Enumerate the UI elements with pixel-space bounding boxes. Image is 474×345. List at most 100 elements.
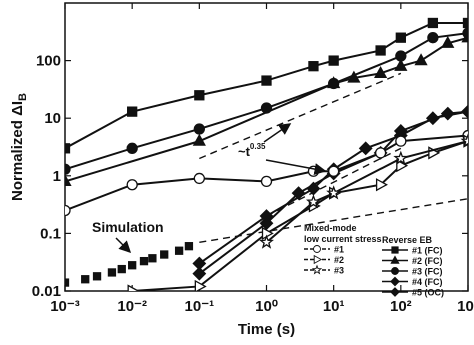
y-tick-label: 1 (53, 168, 61, 185)
marker (65, 278, 70, 287)
annotation: Simulation (92, 219, 164, 235)
marker (394, 58, 408, 71)
marker (148, 254, 157, 263)
marker (427, 32, 439, 44)
legend-title: Mixed-mode (304, 223, 357, 233)
legend-label: #1 (FC) (412, 246, 443, 256)
marker (126, 142, 138, 154)
x-axis-label: Time (s) (238, 321, 295, 338)
marker (107, 268, 117, 277)
legend-label: #2 (334, 255, 344, 265)
series-line (65, 134, 468, 212)
guide-line (266, 147, 402, 217)
marker (193, 172, 205, 185)
marker (328, 77, 340, 90)
marker (391, 246, 399, 254)
x-tick-label: 10⁻² (117, 298, 147, 315)
marker (260, 175, 273, 188)
legend-label: #1 (334, 245, 344, 255)
marker (326, 185, 342, 200)
marker (261, 75, 272, 86)
series-line (65, 21, 468, 150)
marker (261, 226, 274, 240)
marker (127, 106, 138, 117)
y-tick-label: 10 (44, 110, 61, 127)
marker (395, 32, 406, 43)
marker (65, 163, 71, 175)
marker (441, 35, 455, 48)
marker (461, 104, 468, 119)
marker (117, 264, 126, 274)
marker (375, 45, 386, 56)
marker (390, 276, 400, 287)
marker (328, 165, 340, 177)
marker (414, 53, 428, 66)
marker (128, 261, 137, 270)
y-axis-label: Normalized ΔIB (9, 93, 29, 201)
marker (374, 147, 387, 159)
guide-line (199, 198, 468, 244)
x-tick-label: 10¹ (323, 298, 345, 315)
y-axis-label-sub: B (17, 93, 29, 101)
legend-label: #3 (FC) (412, 267, 443, 277)
annotation-sup: 0.35 (250, 142, 266, 151)
marker (193, 123, 205, 135)
marker (259, 234, 274, 249)
legend-title: Reverse EB (382, 235, 433, 245)
marker (65, 174, 72, 187)
x-tick-label: 10⁻¹ (185, 298, 215, 315)
annotation-arrow (263, 123, 292, 143)
marker (395, 50, 407, 62)
marker (65, 143, 71, 154)
marker (390, 287, 400, 297)
annotation-main: ~t (238, 144, 251, 159)
series-line (198, 110, 468, 275)
annotation: ~t0.35 (238, 142, 266, 159)
marker (395, 135, 407, 147)
y-tick-label: 0.01 (32, 283, 61, 300)
plot-area (65, 17, 468, 291)
annotation-arrow (115, 237, 132, 254)
marker (311, 264, 323, 275)
marker (375, 178, 388, 192)
y-tick-label: 0.1 (40, 225, 61, 242)
marker (291, 186, 306, 201)
marker (139, 256, 149, 266)
marker (92, 272, 102, 281)
marker (308, 61, 319, 72)
marker (374, 66, 388, 79)
marker (174, 246, 184, 255)
x-tick-label: 10³ (457, 298, 474, 315)
marker (391, 267, 399, 275)
annotation-arrow (265, 159, 327, 175)
legend-label: #2 (FC) (412, 256, 443, 266)
marker (427, 17, 439, 29)
x-tick-label: 10² (390, 298, 412, 315)
series-line (65, 32, 468, 171)
x-tick-label: 10⁻³ (50, 298, 80, 315)
marker (462, 17, 468, 29)
marker (184, 242, 194, 251)
marker (462, 27, 468, 39)
marker (194, 279, 207, 291)
marker (127, 284, 140, 291)
marker (393, 150, 409, 165)
legend-label: #4 (FC) (412, 277, 443, 287)
legend-label: #3 (334, 266, 344, 276)
y-tick-label: 100 (36, 53, 61, 70)
marker (305, 194, 321, 209)
marker (81, 275, 90, 284)
marker (194, 90, 205, 101)
y-axis-label-main: Normalized ΔI (9, 101, 26, 201)
legend-label: #5 (OC) (412, 288, 444, 298)
guide-line (199, 72, 402, 160)
marker (192, 266, 207, 281)
marker (358, 141, 373, 156)
marker (260, 102, 273, 114)
marker (328, 55, 339, 66)
x-tick-label: 10⁰ (255, 298, 278, 315)
marker (313, 254, 323, 265)
marker (460, 133, 468, 148)
marker (396, 159, 409, 173)
